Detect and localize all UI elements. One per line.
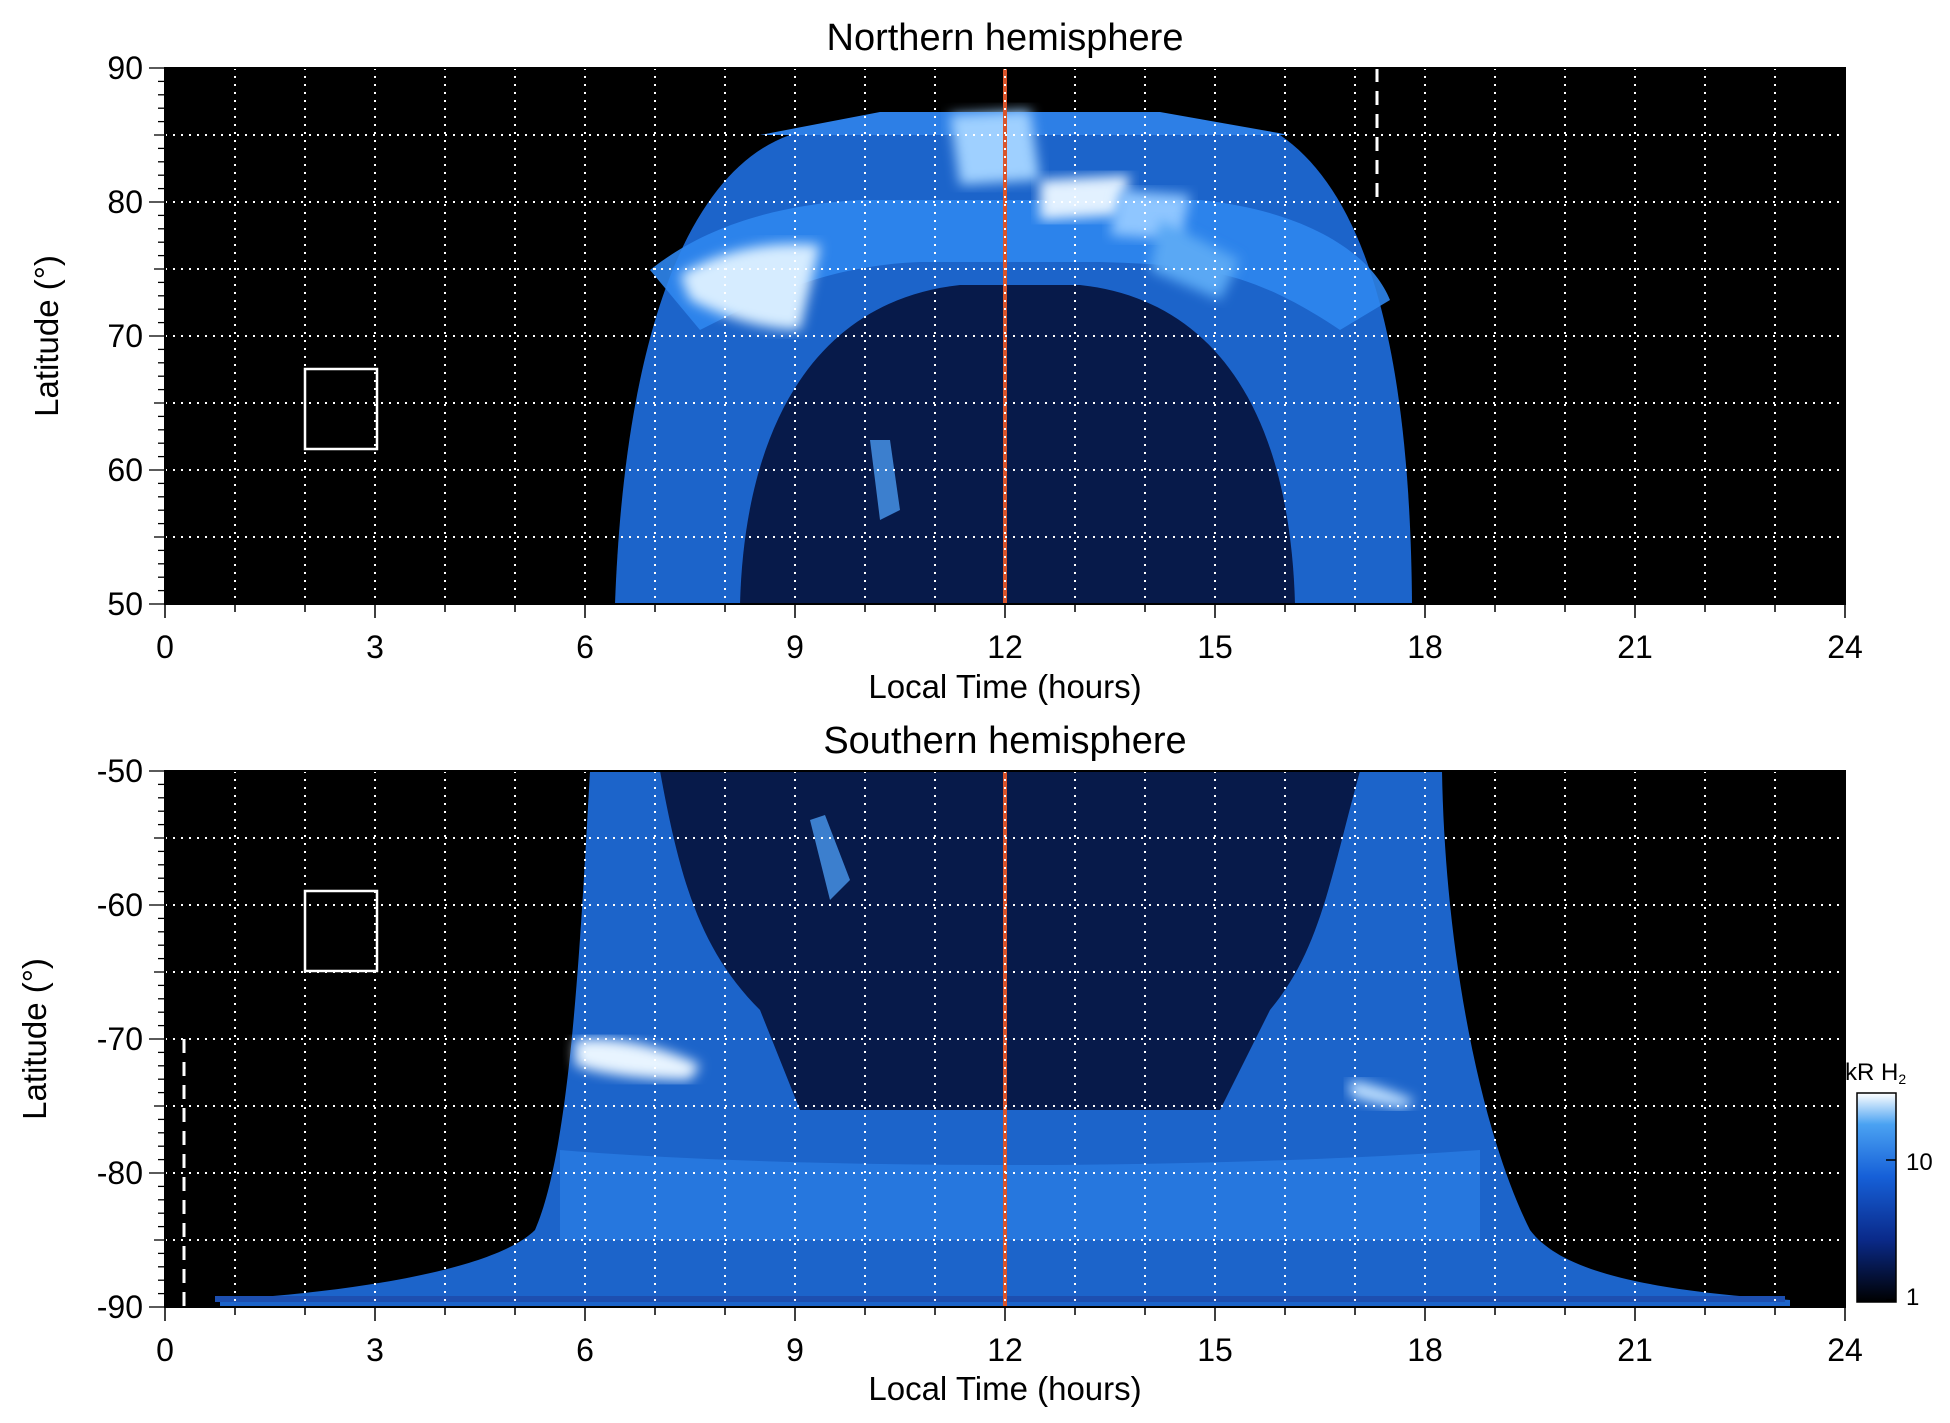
x-tick-label: 6	[576, 1332, 594, 1368]
colorbar-tick-label-1: 1	[1906, 1284, 1919, 1311]
reference-box-north	[303, 367, 379, 451]
x-tick-label: 15	[1197, 1332, 1233, 1368]
x-axis-south: 0 3 6 9 12 15 18 21 24	[156, 1307, 1863, 1368]
x-tick-label: 24	[1827, 1332, 1863, 1368]
y-axis-label-south: Latitude (°)	[16, 958, 53, 1120]
x-tick-label: 24	[1827, 629, 1863, 665]
x-tick-label: 12	[987, 629, 1023, 665]
x-tick-label: 3	[366, 1332, 384, 1368]
y-tick-label: 60	[107, 452, 143, 488]
emission-north	[615, 110, 1412, 604]
plot-area-north	[164, 67, 1846, 605]
x-tick-label: 9	[786, 629, 804, 665]
y-tick-label: -50	[97, 753, 143, 789]
colorbar-gradient	[1856, 1092, 1897, 1303]
x-tick-label: 18	[1407, 629, 1443, 665]
y-tick-label: 90	[107, 50, 143, 86]
y-tick-label: -60	[97, 887, 143, 923]
x-tick-label: 6	[576, 629, 594, 665]
x-tick-label: 3	[366, 629, 384, 665]
x-tick-label: 21	[1617, 629, 1653, 665]
y-axis-label-north: Latitude (°)	[28, 255, 65, 417]
y-axis-north: 50 60 70 80 90	[107, 50, 165, 622]
colorbar-label: kR H2	[1845, 1059, 1906, 1087]
southern-panel: Southern hemisphere -90 -80 -70 -60 -50 0 3 6 9…	[16, 720, 1863, 1407]
y-tick-label: 50	[107, 586, 143, 622]
x-tick-label: 15	[1197, 629, 1233, 665]
x-tick-label: 21	[1617, 1332, 1653, 1368]
y-tick-label: 80	[107, 184, 143, 220]
grid-south	[165, 771, 1845, 1307]
colorbar: kR H2 10 1	[1845, 1059, 1933, 1311]
y-tick-label: -70	[97, 1021, 143, 1057]
chart-title-north: Northern hemisphere	[827, 17, 1184, 59]
colorbar-label-subscript: 2	[1898, 1071, 1906, 1087]
x-tick-label: 0	[156, 629, 174, 665]
x-axis-north: 0 3 6 9 12 15 18 21 24	[156, 604, 1863, 665]
x-tick-label: 18	[1407, 1332, 1443, 1368]
y-tick-label: 70	[107, 318, 143, 354]
grid-north	[165, 68, 1845, 604]
colorbar-tick-label-10: 10	[1906, 1149, 1933, 1176]
y-axis-south: -90 -80 -70 -60 -50	[97, 753, 165, 1325]
y-tick-label: -90	[97, 1289, 143, 1325]
plot-area-south	[164, 770, 1846, 1308]
x-tick-label: 0	[156, 1332, 174, 1368]
x-tick-label: 9	[786, 1332, 804, 1368]
x-axis-label-south: Local Time (hours)	[868, 1370, 1141, 1407]
x-tick-label: 12	[987, 1332, 1023, 1368]
x-axis-label-north: Local Time (hours)	[868, 668, 1141, 705]
y-tick-label: -80	[97, 1155, 143, 1191]
chart-title-south: Southern hemisphere	[823, 720, 1186, 762]
